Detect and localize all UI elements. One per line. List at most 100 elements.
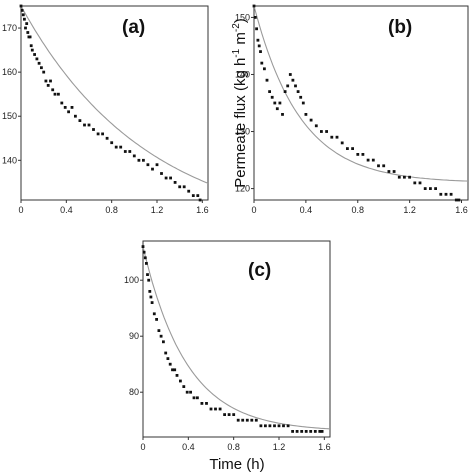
data-point-c [150, 301, 154, 304]
data-point-a [70, 106, 74, 109]
data-point-c [189, 390, 192, 394]
data-point-c [209, 407, 213, 411]
data-point-b [335, 135, 339, 139]
y-axis-title-mid: m [232, 32, 249, 49]
data-point-b [377, 164, 380, 168]
x-tick-label-b: 1.6 [455, 205, 468, 215]
data-point-a [178, 185, 182, 189]
y-axis-title-end: ) [232, 18, 249, 23]
data-point-b [286, 84, 290, 88]
data-point-a [44, 79, 48, 83]
data-point-b [296, 90, 300, 93]
data-point-b [253, 16, 257, 19]
y-tick-label-b: 130 [235, 127, 250, 137]
plot-frame-b [253, 5, 469, 201]
x-tick-label-a: 0.4 [60, 205, 73, 215]
data-point-b [304, 113, 308, 116]
data-point-b [255, 27, 258, 31]
x-tick-label-b: 1.2 [403, 205, 416, 215]
data-point-c [171, 368, 174, 372]
data-point-a [49, 79, 52, 83]
x-tick-label-a: 0.8 [105, 205, 118, 215]
data-point-a [42, 70, 46, 74]
y-axis-title: Permeate flux (kg h-1 m-2) [231, 18, 249, 188]
data-point-a [173, 181, 177, 184]
data-point-b [256, 38, 260, 42]
data-point-b [382, 164, 386, 168]
x-tick-label-c: 0 [140, 442, 145, 452]
fit-curve-a [20, 5, 209, 184]
data-point-b [288, 73, 292, 76]
data-point-c [241, 418, 245, 422]
data-point-b [268, 90, 271, 93]
fit-curve-c [142, 246, 331, 430]
data-point-b [275, 107, 279, 111]
fit-curve-b [253, 5, 469, 182]
data-point-a [119, 145, 123, 149]
data-point-c [250, 418, 254, 422]
data-point-c [182, 385, 186, 388]
data-point-c [185, 390, 189, 394]
data-point-b [263, 67, 266, 71]
data-point-c [264, 424, 267, 428]
data-point-b [291, 78, 295, 82]
data-point-c [223, 413, 226, 416]
data-point-a [101, 132, 104, 136]
data-point-a [60, 101, 64, 105]
x-tick-label-c: 0.8 [227, 442, 240, 452]
data-point-c [227, 413, 231, 416]
panel-label-a: (a) [122, 17, 145, 38]
data-point-b [325, 130, 328, 133]
x-tick-label-a: 1.6 [196, 205, 209, 215]
data-point-c [214, 407, 217, 411]
data-point-b [403, 175, 406, 179]
data-point-c [273, 424, 276, 428]
x-tick-label-c: 0.4 [182, 442, 195, 452]
data-point-a [164, 176, 168, 180]
data-point-a [40, 66, 43, 70]
data-point-c [196, 396, 199, 400]
data-point-c [155, 318, 158, 321]
data-point-c [309, 430, 313, 433]
data-point-b [429, 187, 432, 190]
data-point-b [457, 198, 461, 202]
data-point-a [191, 194, 195, 197]
data-point-a [25, 22, 29, 25]
data-point-b [309, 118, 313, 122]
data-point-a [87, 123, 91, 127]
data-point-a [123, 150, 127, 153]
y-tick-label-b: 120 [235, 184, 250, 194]
data-point-b [418, 181, 422, 185]
data-point-a [57, 92, 60, 96]
data-point-c [320, 430, 324, 433]
data-point-b [265, 78, 269, 82]
data-point-b [257, 44, 261, 48]
panel-c: (c) 0 0.4 0.8 1.2 1.6 80 90 100 [124, 240, 331, 452]
data-point-a [96, 132, 100, 136]
data-point-c [162, 340, 165, 344]
data-point-b [283, 90, 287, 93]
data-point-a [30, 48, 34, 52]
data-point-b [330, 135, 334, 139]
data-point-a [53, 92, 57, 96]
y-tick-label-b: 140 [235, 69, 250, 79]
data-point-a [182, 185, 186, 189]
data-point-a [37, 61, 41, 65]
y-tick-label-c: 90 [129, 331, 139, 341]
data-point-c [173, 368, 177, 372]
data-point-a [74, 114, 77, 118]
panel-label-c: (c) [248, 260, 271, 281]
data-point-c [318, 430, 322, 433]
data-point-a [105, 136, 109, 140]
y-tick-label-a: 150 [2, 111, 17, 121]
data-point-b [346, 147, 349, 150]
data-point-c [245, 418, 249, 422]
data-point-b [439, 192, 443, 196]
data-point-b [270, 95, 274, 99]
y-tick-label-b: 150 [235, 12, 250, 22]
data-point-a [46, 84, 50, 87]
data-point-b [281, 113, 284, 116]
data-point-c [166, 357, 170, 360]
data-point-c [291, 430, 294, 433]
data-point-c [200, 402, 204, 405]
